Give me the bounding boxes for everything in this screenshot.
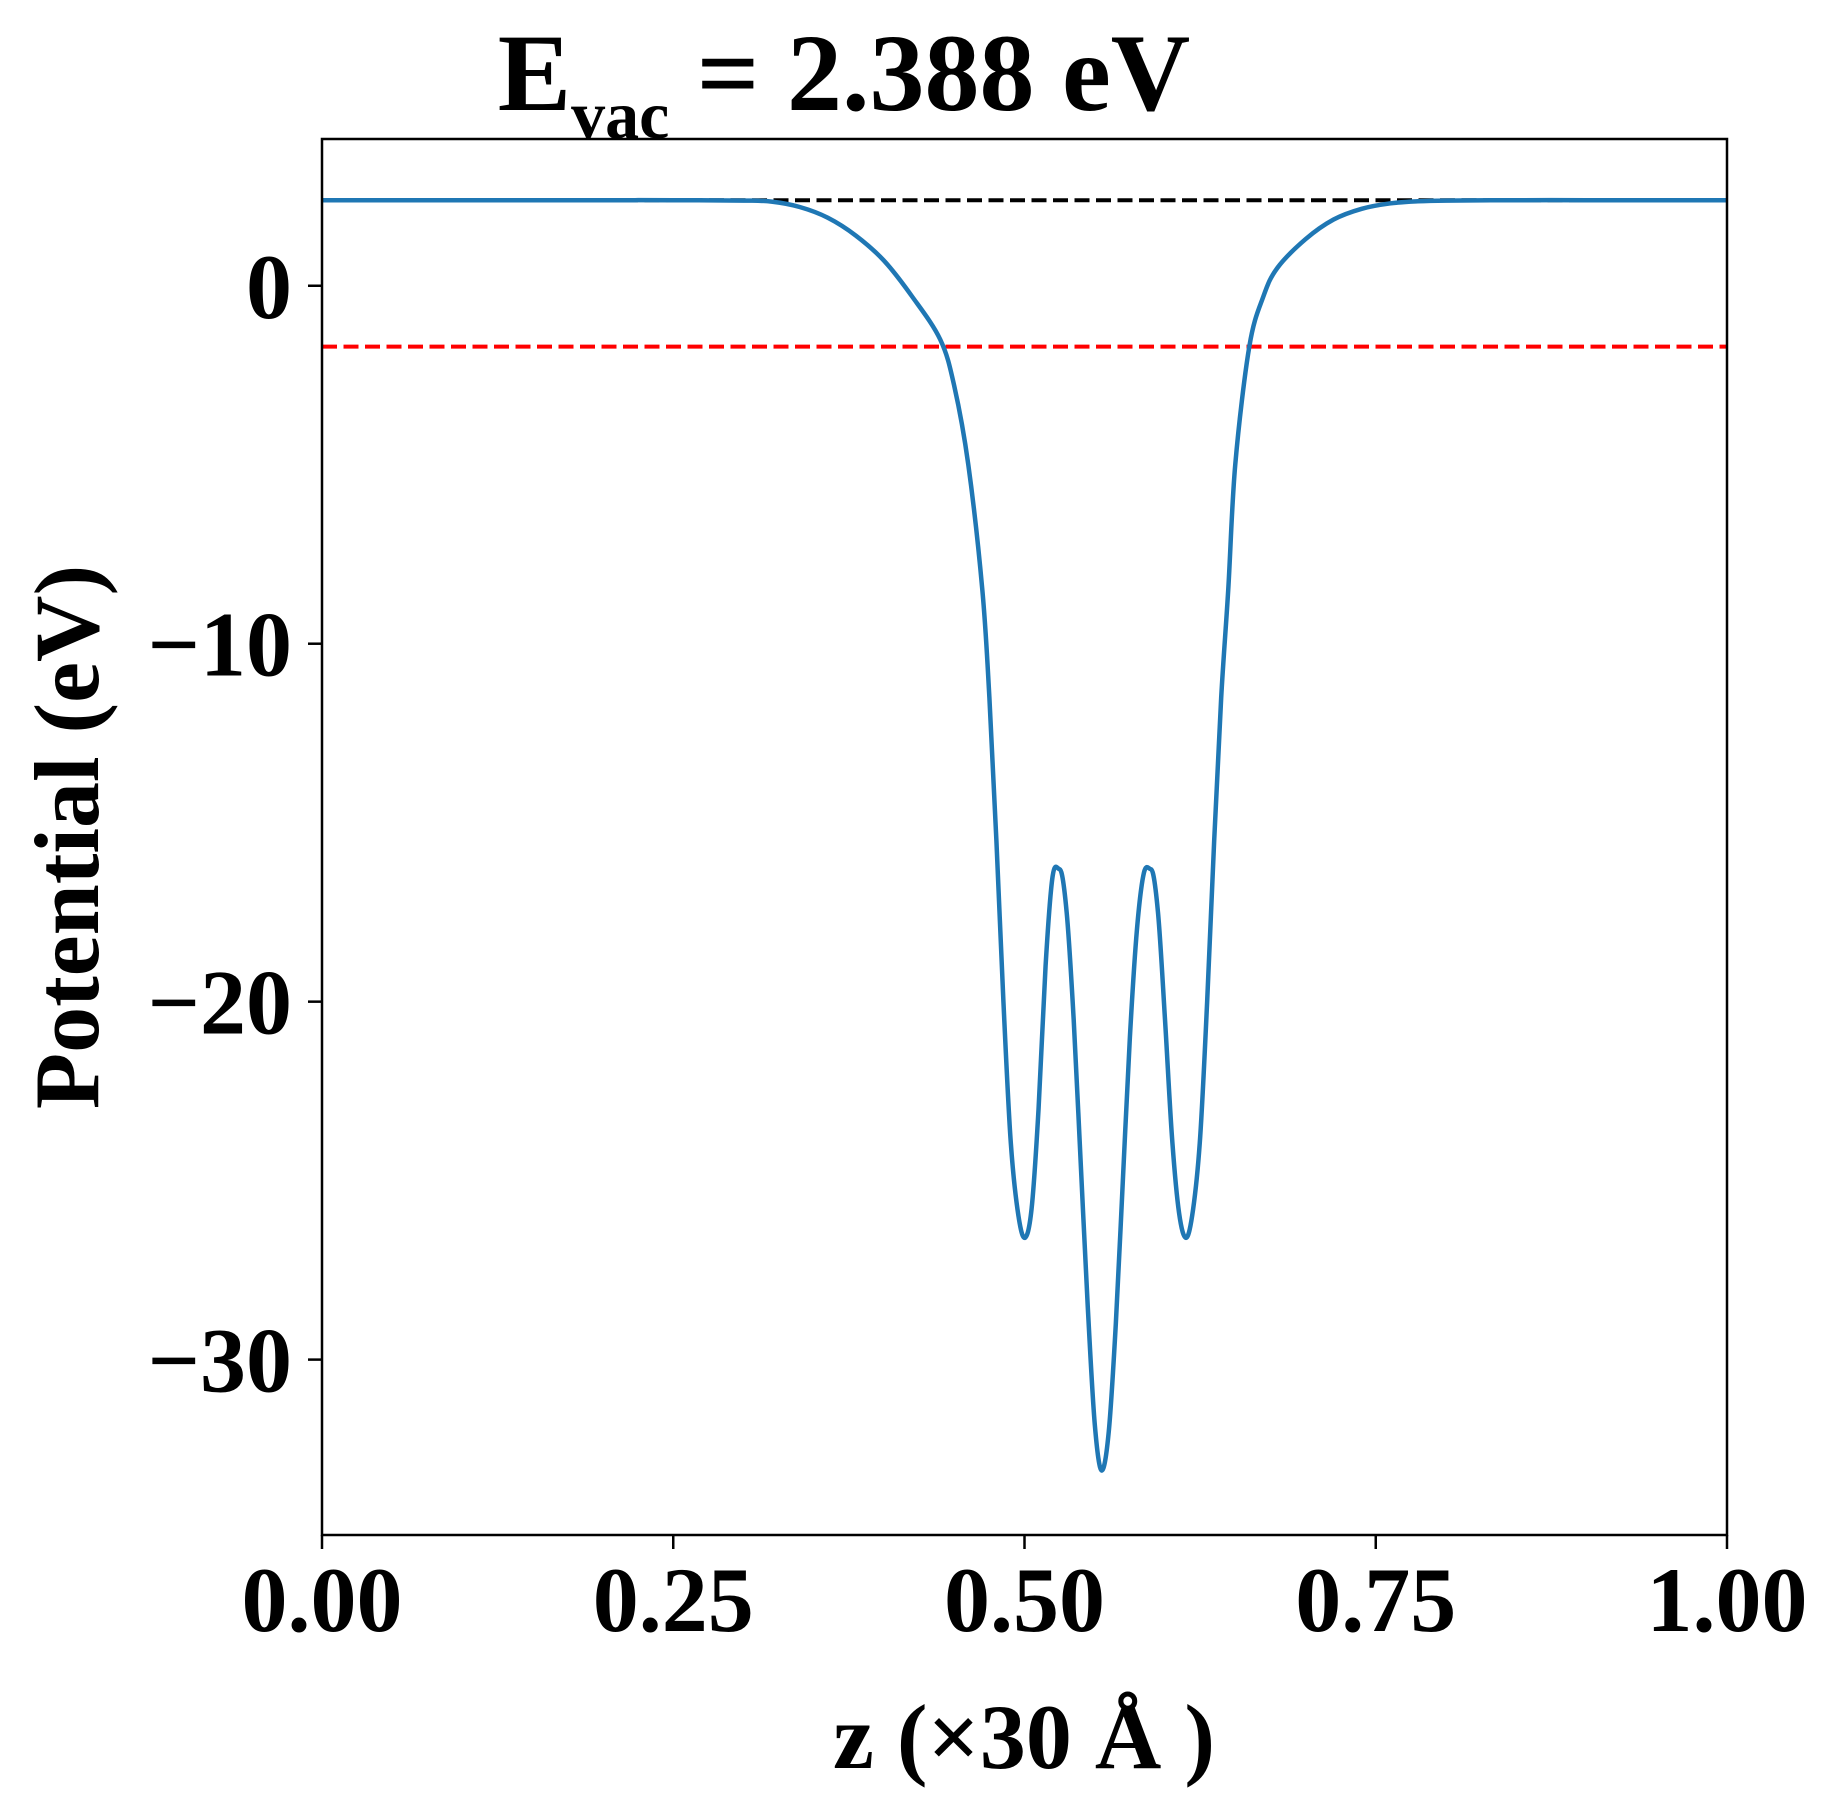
chart-title-subscript: vac — [571, 77, 669, 153]
chart-title-prefix: E — [498, 12, 571, 134]
y-axis: 0 −10 −20 −30 — [148, 236, 322, 1412]
x-tick-label: 0.00 — [242, 1549, 403, 1651]
series-layer — [322, 197, 1727, 1473]
x-tick-label: 0.50 — [944, 1549, 1105, 1651]
x-axis: 0.00 0.25 0.50 0.75 1.00 — [242, 1535, 1808, 1651]
x-tick-label: 1.00 — [1647, 1549, 1808, 1651]
y-axis-label: Potential (eV) — [16, 565, 118, 1109]
series-line-0 — [322, 197, 1727, 1473]
x-tick-label: 0.25 — [593, 1549, 754, 1651]
chart-title-suffix: = 2.388 eV — [669, 12, 1190, 134]
y-tick-label: −10 — [148, 594, 292, 696]
chart-title: Evac = 2.388 eV — [498, 12, 1191, 153]
x-axis-label: z (×30 Å ) — [833, 1686, 1215, 1788]
x-tick-label: 0.75 — [1295, 1549, 1456, 1651]
y-tick-label: −20 — [148, 952, 292, 1054]
y-tick-label: −30 — [148, 1310, 292, 1412]
y-tick-label: 0 — [246, 236, 292, 338]
